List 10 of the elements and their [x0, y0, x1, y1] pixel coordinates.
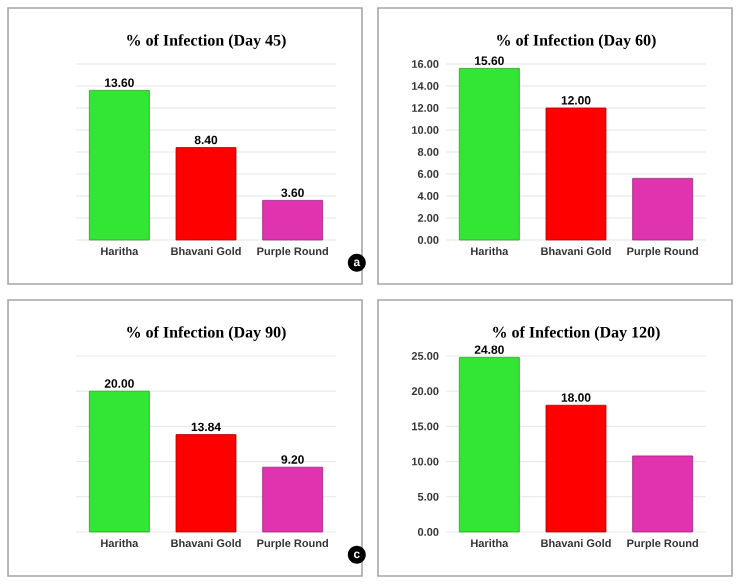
bar — [545, 107, 607, 241]
bar — [458, 356, 520, 533]
chart-title: % of Infection (Day 60) — [497, 34, 656, 49]
chart-title: % of Infection (Day 90) — [127, 326, 286, 341]
chart-title: % of Infection (Day 120) — [493, 326, 660, 341]
bar — [632, 177, 694, 241]
bar — [632, 455, 694, 533]
chart-title: % of Infection (Day 45) — [127, 34, 286, 49]
bar — [458, 67, 520, 241]
bar — [545, 404, 607, 533]
